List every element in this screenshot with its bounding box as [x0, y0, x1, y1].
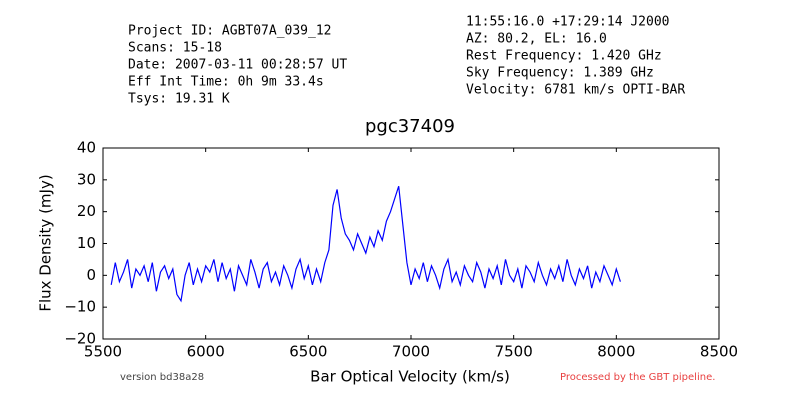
- y-axis-label: Flux Density (mJy): [37, 174, 55, 311]
- x-tick-label: 8500: [700, 343, 738, 361]
- y-tick-label: −10: [64, 298, 96, 316]
- footer-version: version bd38a28: [120, 372, 204, 383]
- x-tick-label: 6000: [187, 343, 225, 361]
- info-line: Tsys: 19.31 K: [128, 92, 230, 107]
- info-line: Project ID: AGBT07A_039_12: [128, 24, 332, 39]
- chart-title: pgc37409: [365, 116, 455, 137]
- info-line: 11:55:16.0 +17:29:14 J2000: [466, 15, 670, 30]
- x-axis-label: Bar Optical Velocity (km/s): [310, 368, 510, 386]
- x-tick-label: 7000: [392, 343, 430, 361]
- y-tick-label: 0: [86, 266, 96, 284]
- info-line: AZ: 80.2, EL: 16.0: [466, 32, 607, 47]
- y-tick-label: −20: [64, 330, 96, 348]
- y-tick-label: 40: [77, 139, 96, 157]
- info-line: Velocity: 6781 km/s OPTI-BAR: [466, 83, 685, 98]
- x-tick-label: 8000: [597, 343, 635, 361]
- footer-pipeline: Processed by the GBT pipeline.: [560, 372, 715, 383]
- spectrum-line: [110, 186, 621, 303]
- info-line: Sky Frequency: 1.389 GHz: [466, 66, 654, 81]
- x-tick-label: 5500: [84, 343, 122, 361]
- x-tick-label: 7500: [495, 343, 533, 361]
- info-line: Eff Int Time: 0h 9m 33.4s: [128, 75, 324, 90]
- y-tick-label: 20: [77, 202, 96, 220]
- x-tick-label: 6500: [289, 343, 327, 361]
- y-tick-label: 30: [77, 170, 96, 188]
- info-line: Date: 2007-03-11 00:28:57 UT: [128, 58, 347, 73]
- info-line: Scans: 15-18: [128, 41, 222, 56]
- y-tick-label: 10: [77, 234, 96, 252]
- info-line: Rest Frequency: 1.420 GHz: [466, 49, 662, 64]
